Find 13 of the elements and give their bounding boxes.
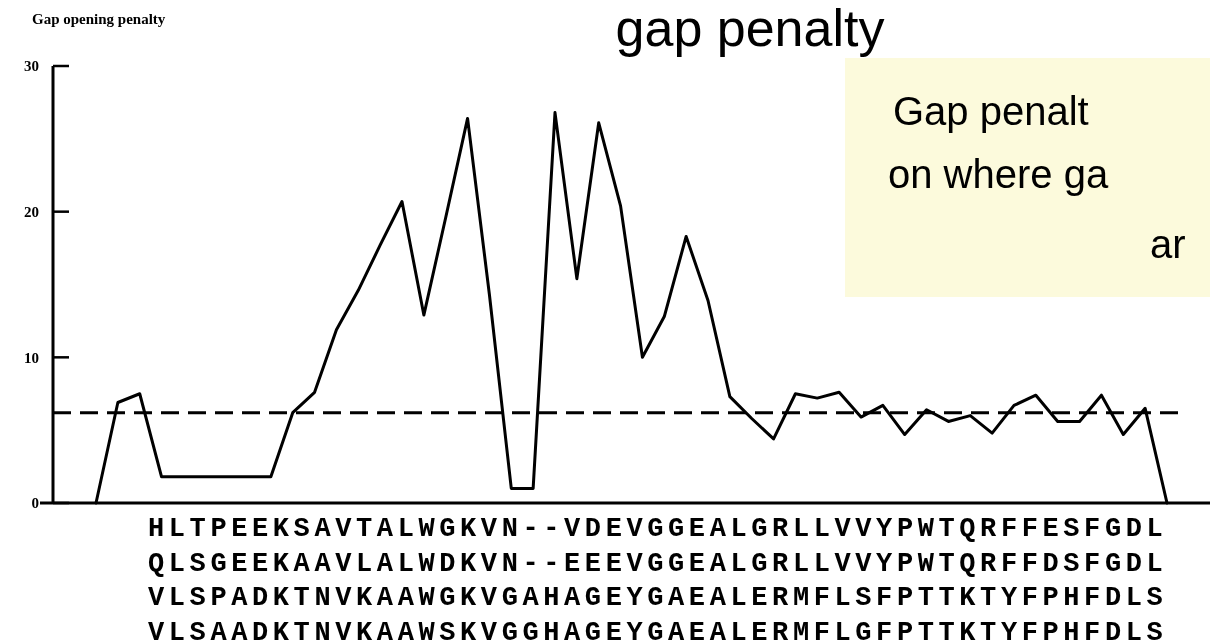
y-tick-label: 20 (24, 203, 39, 220)
annotation: Gap penalt (893, 89, 1089, 133)
chart-title: gap penalty (615, 0, 885, 57)
y-tick-label: 30 (24, 58, 39, 75)
y-tick-label: 10 (24, 349, 39, 366)
annotation: ar (1150, 222, 1186, 266)
y-tick-label: 0 (31, 495, 39, 512)
text: QLSGEEKAAVLALWDKVN--EEEVGGEALGRLLVVYPWTQRFFDSFGDL (148, 548, 1168, 579)
annotation: on where ga (888, 152, 1109, 196)
text: VLSPADKTNVKAAWGKVGAHAGEYGAEALERMFLSFPTTKTYFPHFDLS (148, 583, 1168, 613)
text: VLSAADKTNVKAAWSKVGGHAGEYGAEALERMFLGFPTTKTYFPHFDLS (148, 617, 1168, 642)
y-axis-title: Gap opening penalty (32, 11, 166, 27)
text: HLTPEEKSAVTALWGKVN--VDEVGGEALGRLLVVYPWTQRFFESFGDL (148, 514, 1168, 544)
